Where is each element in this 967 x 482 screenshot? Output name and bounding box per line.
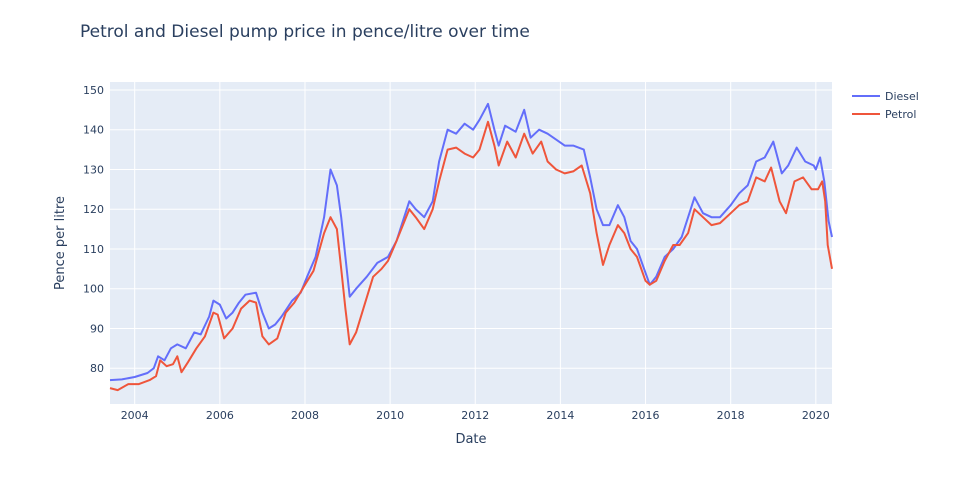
gridlines xyxy=(110,82,832,404)
y-tick-label: 130 xyxy=(83,163,104,176)
x-tick-label: 2014 xyxy=(546,409,574,422)
legend: Diesel Petrol xyxy=(852,90,919,121)
x-tick-label: 2004 xyxy=(121,409,149,422)
y-tick-label: 150 xyxy=(83,84,104,97)
x-tick-label: 2020 xyxy=(802,409,830,422)
legend-label-petrol: Petrol xyxy=(885,108,916,121)
x-tick-label: 2010 xyxy=(376,409,404,422)
x-tick-label: 2008 xyxy=(291,409,319,422)
series-lines xyxy=(109,102,833,392)
y-tick-label: 140 xyxy=(83,124,104,137)
y-tick-label: 90 xyxy=(90,322,104,335)
y-tick-label: 120 xyxy=(83,203,104,216)
plot-area xyxy=(110,82,832,404)
tick-labels: 80 90 100 110 120 130 140 150 2004 2006 2008 2010 20… xyxy=(83,84,830,422)
y-tick-label: 110 xyxy=(83,243,104,256)
y-tick-label: 80 xyxy=(90,362,104,375)
x-tick-label: 2018 xyxy=(717,409,745,422)
x-tick-label: 2016 xyxy=(632,409,660,422)
chart-title: Petrol and Diesel pump price in pence/li… xyxy=(80,22,530,42)
y-axis-title: Pence per litre xyxy=(53,196,68,290)
x-tick-label: 2006 xyxy=(206,409,234,422)
x-tick-label: 2012 xyxy=(461,409,489,422)
y-tick-label: 100 xyxy=(83,283,104,296)
x-axis-title: Date xyxy=(455,432,486,447)
series-line-petrol xyxy=(109,120,833,392)
series-line-diesel xyxy=(109,102,833,382)
legend-label-diesel: Diesel xyxy=(885,90,919,103)
